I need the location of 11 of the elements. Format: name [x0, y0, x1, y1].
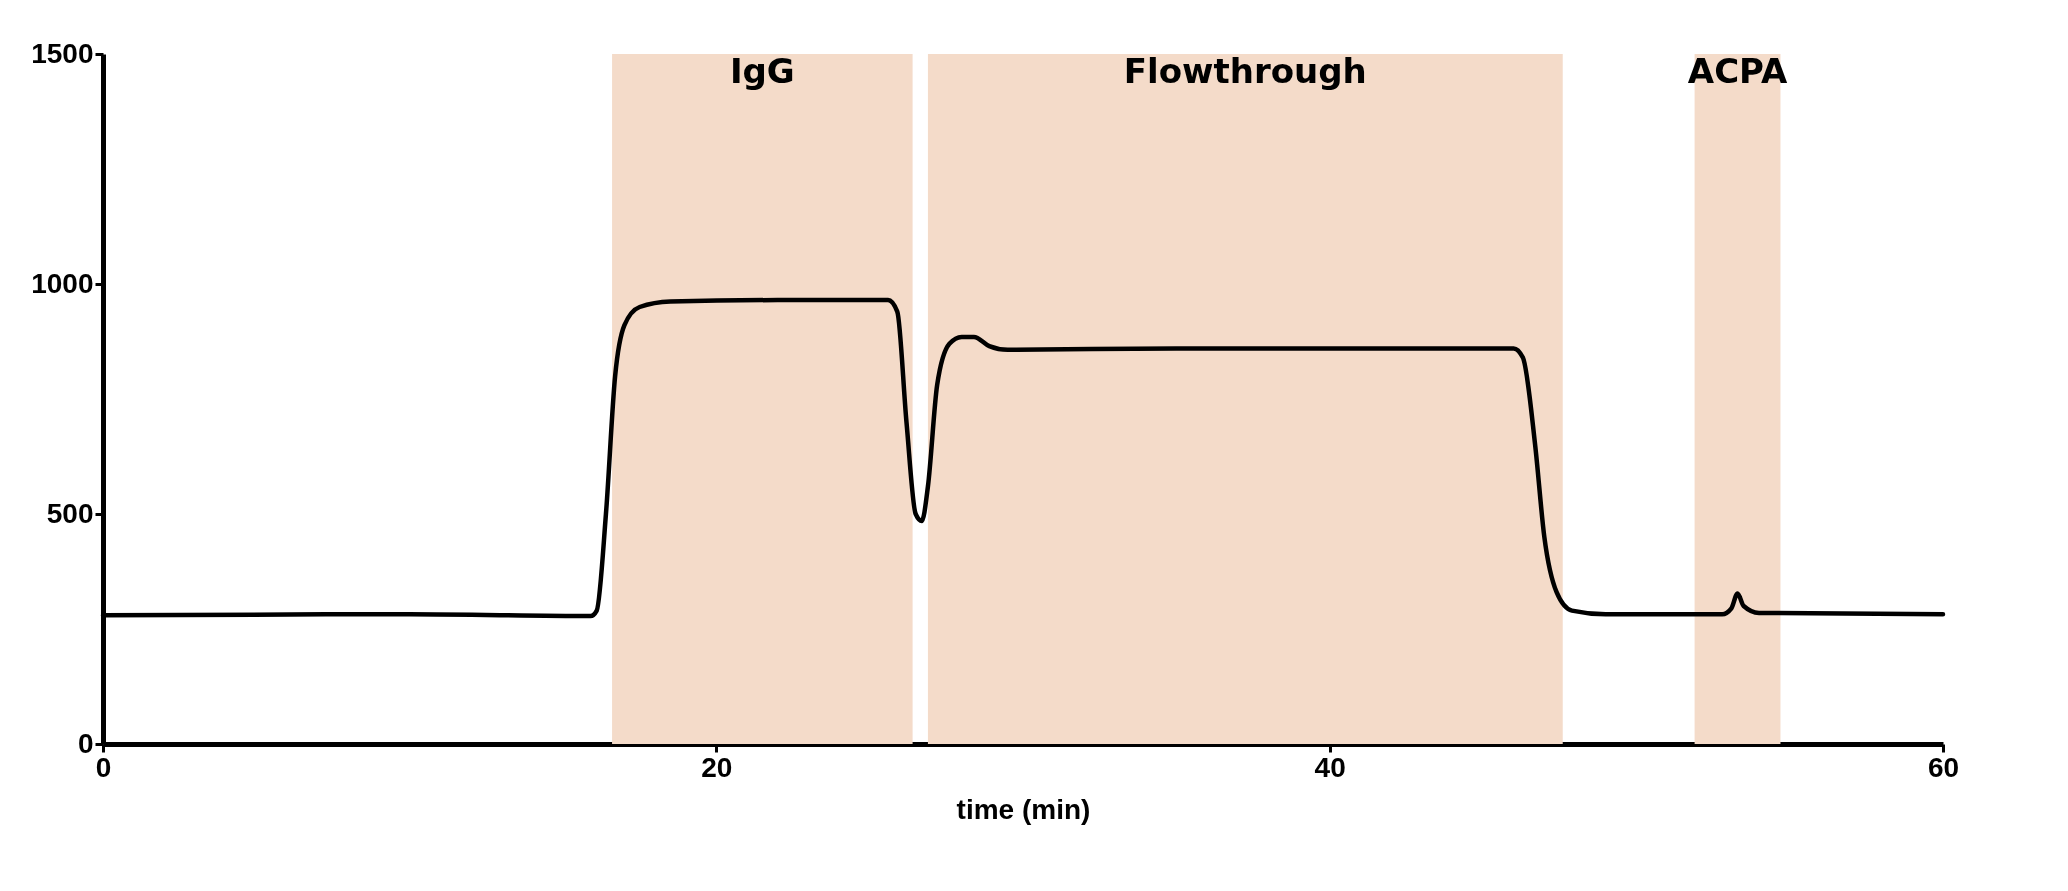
x-tick-label: 40: [1314, 751, 1346, 783]
band-label: Flowthrough: [1123, 51, 1367, 91]
x-tick-label: 20: [701, 751, 733, 783]
band-label: IgG: [729, 51, 795, 91]
x-axis-title: time (min): [956, 793, 1091, 825]
band-label: ACPA: [1687, 51, 1788, 91]
y-tick-label: 0: [77, 727, 94, 759]
y-tick-label: 1500: [31, 37, 94, 69]
y-tick-label: 500: [46, 497, 94, 529]
y-tick-label: 1000: [31, 267, 94, 299]
x-tick-label: 60: [1927, 751, 1960, 783]
